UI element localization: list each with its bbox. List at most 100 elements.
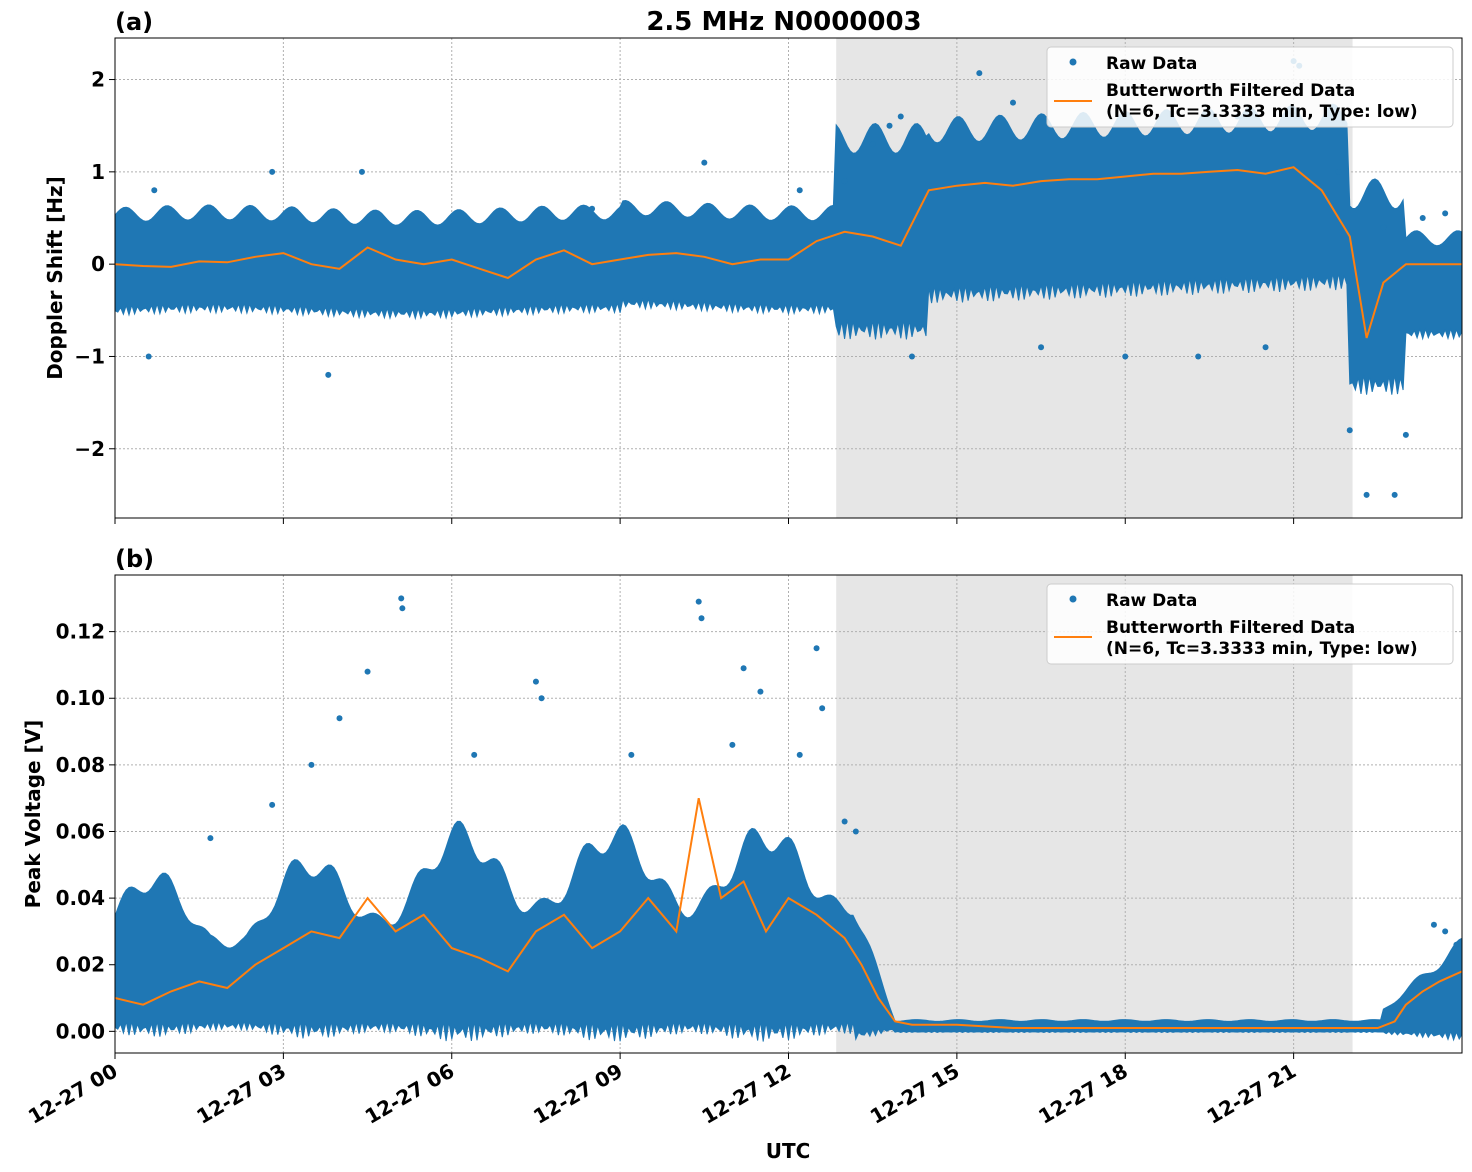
- x-tick-label: 12-27 03: [192, 1059, 290, 1129]
- panel-a-legend: Raw Data Butterworth Filtered Data (N=6,…: [1046, 46, 1454, 128]
- panel-a-ytick-label: 0: [91, 252, 105, 276]
- x-tick-label: 12-27 09: [529, 1059, 627, 1129]
- panel-a-raw-point: [1010, 99, 1016, 106]
- legend-raw-label: Raw Data: [1106, 591, 1197, 611]
- panel-a-ytick-label: 2: [91, 68, 105, 92]
- panel-b: (b) 0.12 0.10 0.08 0.06 0.04 0.02 0.00 Peak Vo…: [21, 545, 1463, 1059]
- panel-a-raw-point: [1442, 210, 1449, 217]
- panel-a-raw-point: [1262, 344, 1269, 351]
- panel-a-raw-point: [886, 122, 893, 129]
- panel-b-ytick-label: 0.12: [56, 620, 105, 644]
- x-tick-labels: 12-27 00 12-27 03 12-27 06 12-27 09 12-27 12…: [24, 1059, 1300, 1129]
- x-tick-label: 12-27 12: [697, 1059, 795, 1129]
- panel-a-raw-point: [908, 353, 915, 360]
- panel-b-raw-point: [740, 665, 747, 672]
- legend-filtered-params: (N=6, Tc=3.3333 min, Type: low): [1106, 102, 1418, 122]
- x-tick-label: 12-27 21: [1203, 1059, 1301, 1129]
- panel-b-ytick-label: 0.08: [56, 753, 105, 777]
- panel-b-raw-point: [308, 761, 315, 768]
- panel-b-raw-points: [207, 595, 1460, 948]
- panel-a-raw-point: [1380, 224, 1387, 231]
- legend-raw-marker: [1069, 58, 1077, 66]
- panel-b-filtered-line: [115, 797, 1462, 1029]
- x-tick-label: 12-27 00: [24, 1059, 122, 1129]
- panel-a-raw-point: [869, 141, 876, 148]
- panel-a-raw-point: [358, 168, 365, 175]
- panel-a-raw-point: [1391, 491, 1398, 498]
- panel-b-axes: 0.12 0.10 0.08 0.06 0.04 0.02 0.00: [56, 574, 1463, 1059]
- panel-b-raw-point: [729, 741, 736, 748]
- panel-b-label: (b): [115, 545, 154, 573]
- panel-a-raw-point: [976, 70, 983, 77]
- panel-b-raw-point: [399, 605, 406, 612]
- panel-a-raw-point: [589, 205, 596, 212]
- panel-a-raw-point: [701, 159, 708, 166]
- panel-a-raw-point: [1402, 431, 1409, 438]
- panel-a-raw-point: [145, 353, 152, 360]
- panel-a-raw-point: [1038, 344, 1045, 351]
- panel-b-raw-band: [115, 820, 1462, 1042]
- panel-b-ylabel: Peak Voltage [V]: [21, 720, 45, 909]
- panel-a-ytick-label: −2: [74, 437, 105, 461]
- panel-b-raw-point: [532, 678, 539, 685]
- x-tick-label: 12-27 06: [361, 1059, 459, 1129]
- x-axis-label: UTC: [766, 1139, 811, 1163]
- panel-a-raw-point: [151, 187, 158, 194]
- panel-b-raw-point: [1442, 928, 1449, 935]
- panel-a-label: (a): [115, 8, 153, 36]
- panel-a-raw-point: [1419, 215, 1426, 221]
- panel-b-raw-point: [757, 688, 764, 695]
- panel-b-raw-point: [796, 751, 803, 758]
- panel-b-raw-point: [698, 615, 705, 622]
- panel-b-raw-density: [115, 820, 1462, 1042]
- panel-b-raw-point: [398, 595, 405, 602]
- x-tick-label: 12-27 15: [866, 1059, 964, 1129]
- panel-a: (a) 2 1 0 −1 −2 Doppler Shift [Hz] Raw Data …: [43, 8, 1463, 524]
- legend-filtered-label: Butterworth Filtered Data: [1106, 618, 1355, 638]
- panel-b-raw-point: [207, 835, 214, 842]
- x-tick-label: 12-27 18: [1034, 1059, 1132, 1129]
- panel-b-raw-point: [471, 751, 478, 758]
- panel-b-ytick-label: 0.10: [56, 686, 105, 710]
- panel-a-raw-point: [325, 371, 332, 378]
- panel-b-raw-point: [269, 801, 276, 808]
- panel-b-raw-point: [628, 751, 635, 758]
- panel-a-filtered-line-path: [115, 166, 1462, 339]
- panel-b-ytick-label: 0.00: [56, 1019, 105, 1043]
- panel-b-legend: Raw Data Butterworth Filtered Data (N=6,…: [1046, 583, 1454, 665]
- panel-b-ytick-label: 0.06: [56, 819, 105, 843]
- panel-a-filtered-line: [115, 166, 1462, 339]
- panel-b-ytick-label: 0.04: [56, 886, 105, 910]
- panel-a-raw-point: [1195, 353, 1202, 360]
- legend-raw-label: Raw Data: [1106, 54, 1197, 74]
- panel-a-raw-point: [1363, 491, 1370, 498]
- panel-b-raw-point: [852, 828, 859, 835]
- panel-a-raw-point: [1122, 353, 1129, 360]
- panel-b-raw-point: [695, 598, 702, 605]
- panel-b-raw-point: [813, 645, 820, 652]
- panel-a-raw-point: [1335, 168, 1342, 175]
- panel-b-raw-point: [1453, 941, 1460, 948]
- panel-b-ytick-label: 0.02: [56, 953, 105, 977]
- legend-filtered-params: (N=6, Tc=3.3333 min, Type: low): [1106, 639, 1418, 659]
- panel-a-ylabel: Doppler Shift [Hz]: [43, 176, 67, 380]
- panel-b-raw-point: [538, 695, 545, 702]
- panel-b-raw-point: [1430, 921, 1437, 928]
- panel-a-ytick-label: 1: [91, 160, 105, 184]
- panel-a-raw-point: [841, 178, 848, 185]
- panel-a-ytick-label: −1: [74, 344, 105, 368]
- panel-a-raw-point: [269, 168, 276, 175]
- legend-filtered-label: Butterworth Filtered Data: [1106, 81, 1355, 101]
- panel-b-raw-point: [336, 715, 343, 722]
- panel-b-raw-point: [819, 705, 826, 712]
- panel-b-raw-point: [841, 818, 848, 825]
- legend-raw-marker: [1069, 595, 1077, 603]
- panel-a-raw-point: [1346, 427, 1353, 434]
- panel-a-axes: 2 1 0 −1 −2: [74, 37, 1463, 524]
- panel-b-filtered-line-path: [115, 797, 1462, 1029]
- panel-b-raw-point: [364, 668, 371, 675]
- panel-a-raw-point: [796, 187, 803, 194]
- chart-title: 2.5 MHz N0000003: [646, 7, 921, 37]
- panel-a-raw-point: [897, 113, 904, 120]
